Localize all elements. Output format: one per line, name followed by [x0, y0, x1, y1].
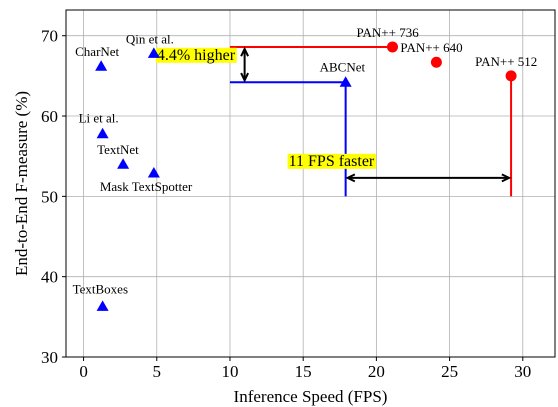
- point-label: Qin et al.: [126, 31, 174, 46]
- x-tick-label: 20: [368, 362, 385, 381]
- arrow-head: [345, 173, 356, 183]
- y-axis-label: End-to-End F-measure (%): [12, 91, 31, 276]
- point-label: CharNet: [75, 44, 119, 59]
- data-point: [505, 70, 517, 82]
- x-tick-label: 30: [514, 362, 531, 381]
- data-point: [96, 300, 109, 311]
- arrow-head: [240, 46, 249, 57]
- data-point: [430, 56, 442, 68]
- y-tick-label: 50: [41, 187, 58, 206]
- plot-frame: [65, 9, 556, 358]
- data-point: [96, 127, 109, 139]
- data-point: [95, 60, 108, 71]
- x-tick-label: 0: [79, 362, 88, 381]
- arrow-head: [501, 173, 512, 183]
- x-tick-label: 5: [153, 362, 162, 381]
- data-point: [147, 167, 160, 178]
- x-tick-label: 10: [221, 362, 238, 381]
- point-label: Mask TextSpotter: [100, 179, 193, 194]
- data-points: CharNet Qin et al. Li et al. TextNet Mask Te…: [73, 25, 537, 311]
- annotations: 4.4% higher 11 FPS faster: [155, 45, 513, 197]
- data-point: [147, 47, 160, 58]
- point-label: ABCNet: [320, 59, 366, 74]
- point-label: PAN++ 736: [356, 25, 419, 40]
- accuracy-gap-label-highlight: [155, 47, 237, 63]
- point-label: TextNet: [97, 142, 139, 157]
- x-tick-label: 15: [295, 362, 312, 381]
- x-axis-label: Inference Speed (FPS): [234, 387, 388, 406]
- point-label: PAN++ 512: [475, 54, 537, 69]
- y-ticks: 30 40 50 60 70: [41, 27, 66, 367]
- speed-gap-label: 11 FPS faster: [289, 153, 375, 170]
- point-label: TextBoxes: [73, 281, 128, 296]
- y-tick-label: 40: [41, 268, 58, 287]
- data-point: [117, 158, 130, 169]
- x-tick-label: 25: [441, 362, 458, 381]
- speed-gap-label-highlight: [287, 153, 376, 169]
- accuracy-gap-label: 4.4% higher: [157, 47, 236, 64]
- y-tick-label: 60: [41, 107, 58, 126]
- y-tick-label: 30: [41, 348, 58, 367]
- x-ticks: 0 5 10 15 20 25 30: [79, 357, 531, 381]
- arrow-head: [240, 72, 249, 83]
- point-label: PAN++ 640: [400, 40, 462, 55]
- y-tick-label: 70: [41, 27, 58, 46]
- data-point: [339, 76, 352, 87]
- point-label: Li et al.: [79, 111, 119, 126]
- grid: [66, 10, 555, 358]
- data-point: [386, 41, 398, 53]
